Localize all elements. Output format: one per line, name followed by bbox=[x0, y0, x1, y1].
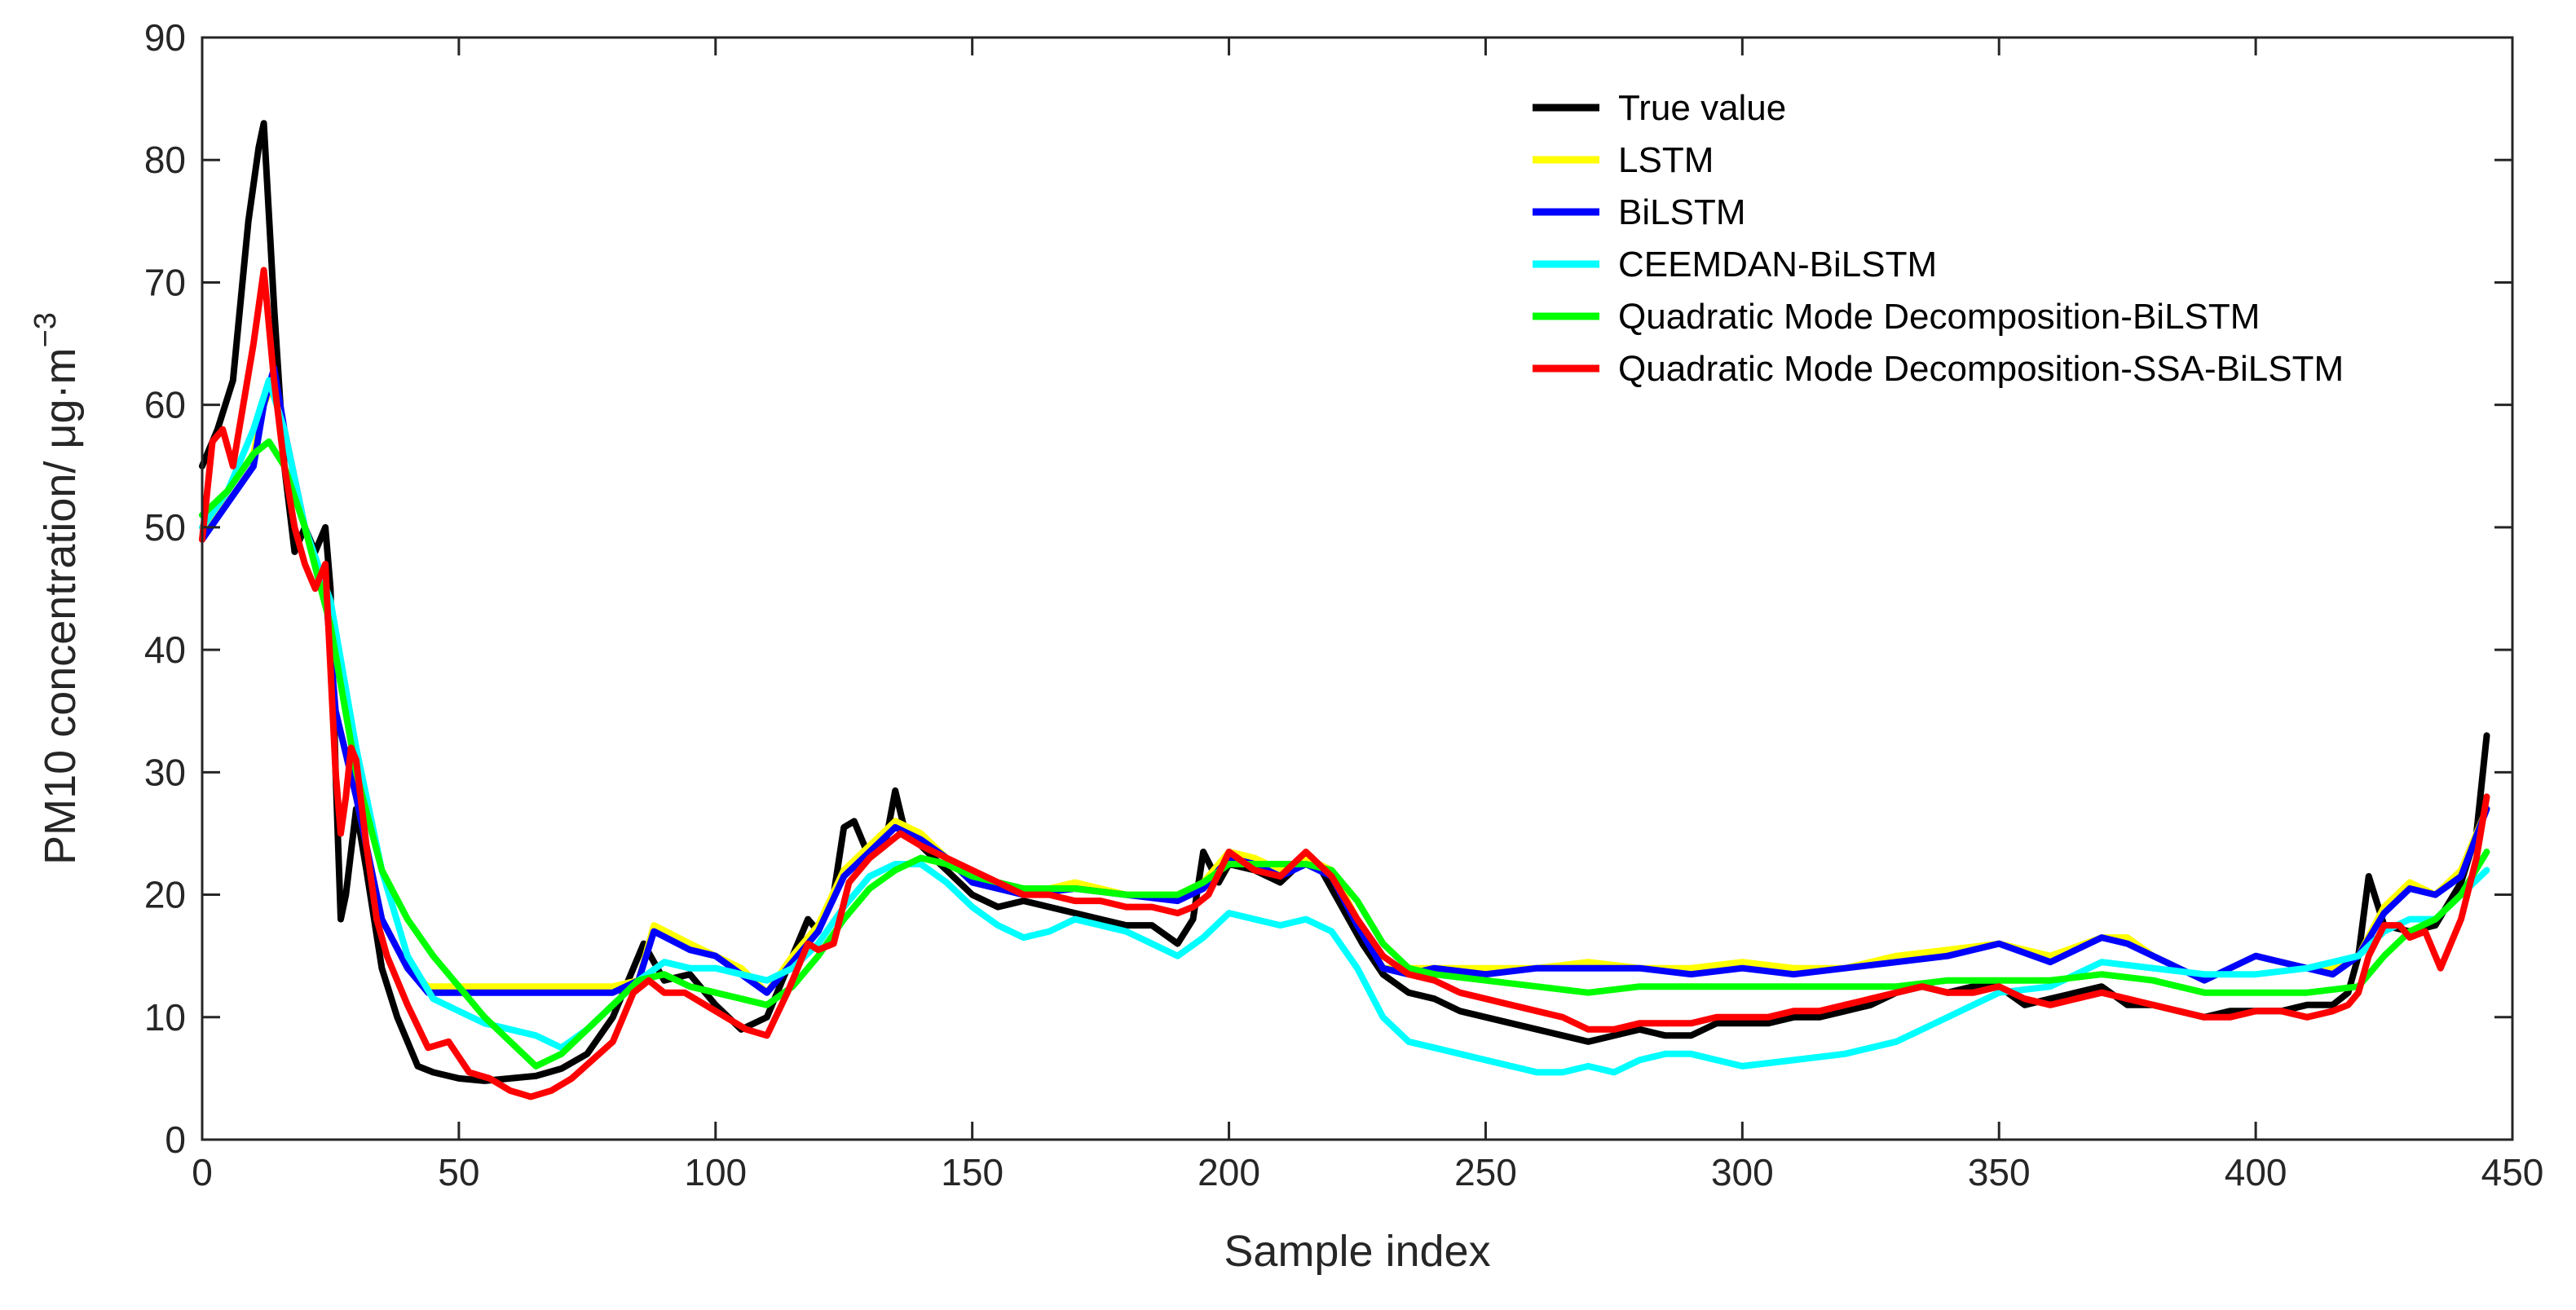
y-tick-label: 10 bbox=[144, 996, 186, 1039]
ticks-layer bbox=[201, 36, 2514, 1141]
x-axis-title: Sample index bbox=[1224, 1227, 1490, 1276]
y-tick-label: 90 bbox=[144, 16, 186, 59]
series-line-ceemdan-bilstm bbox=[199, 377, 2490, 1076]
y-tick-label: 0 bbox=[165, 1118, 186, 1161]
x-tick-label: 100 bbox=[684, 1151, 747, 1193]
legend-label: BiLSTM bbox=[1618, 192, 1745, 232]
y-axis-title-main: PM10 concentration/ μg·m bbox=[36, 347, 85, 864]
y-tick-label: 50 bbox=[144, 506, 186, 549]
legend: True value LSTM BiLSTM CEEMDAN-BiLSTM Quadra… bbox=[1533, 88, 2344, 389]
x-tick-label: 250 bbox=[1454, 1151, 1517, 1193]
y-axis-title: PM10 concentration/ μg·m−3 bbox=[29, 312, 85, 865]
tick-label-layer: 0 50 100 150 200 250 300 350 400 450 0 10 20 30 40 50 60… bbox=[144, 16, 2544, 1193]
x-tick-label: 200 bbox=[1198, 1151, 1260, 1193]
y-tick-label: 20 bbox=[144, 874, 186, 916]
x-tick-label: 50 bbox=[438, 1151, 479, 1193]
y-tick-label: 30 bbox=[144, 751, 186, 793]
legend-label: True value bbox=[1618, 88, 1786, 128]
x-tick-label: 0 bbox=[192, 1151, 213, 1193]
series-layer bbox=[199, 120, 2490, 1100]
y-tick-label: 60 bbox=[144, 384, 186, 426]
x-tick-label: 150 bbox=[941, 1151, 1003, 1193]
series-line-quadratic-mode-decomposition-ssa-bilstm bbox=[199, 267, 2490, 1100]
legend-label: LSTM bbox=[1618, 140, 1714, 180]
y-tick-label: 40 bbox=[144, 629, 186, 671]
x-tick-label: 450 bbox=[2481, 1151, 2544, 1193]
plot-frame bbox=[201, 36, 2514, 1141]
y-tick-label: 80 bbox=[144, 139, 186, 181]
legend-label: Quadratic Mode Decomposition-BiLSTM bbox=[1618, 297, 2260, 337]
legend-label: Quadratic Mode Decomposition-SSA-BiLSTM bbox=[1618, 349, 2344, 389]
y-tick-label: 70 bbox=[144, 261, 186, 303]
y-axis-title-superscript: −3 bbox=[29, 312, 63, 347]
x-tick-label: 350 bbox=[1968, 1151, 2031, 1193]
series-line-bilstm bbox=[199, 364, 2490, 996]
legend-label: CEEMDAN-BiLSTM bbox=[1618, 245, 1937, 284]
x-tick-label: 300 bbox=[1711, 1151, 1774, 1193]
series-line-true-value bbox=[199, 120, 2490, 1084]
series-line-quadratic-mode-decomposition-bilstm bbox=[199, 438, 2490, 1070]
x-tick-label: 400 bbox=[2225, 1151, 2287, 1193]
